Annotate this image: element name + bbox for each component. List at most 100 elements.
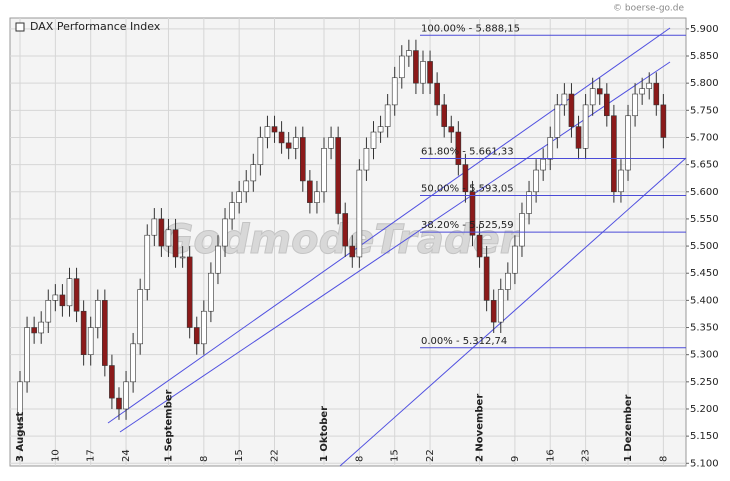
candle-body: [434, 82, 440, 106]
y-tick-label: 5.500: [690, 241, 719, 252]
candle-body: [632, 93, 638, 117]
candle-body: [250, 164, 257, 182]
y-tick-label: 5.850: [690, 51, 719, 62]
x-tick-label: 2 November: [475, 394, 486, 462]
candle-body: [476, 234, 483, 258]
candle-body: [314, 191, 320, 203]
candle-body: [229, 202, 235, 220]
candle-body: [568, 93, 575, 127]
x-tick-label: 9: [510, 456, 521, 462]
candle-body: [179, 256, 186, 259]
candle-body: [144, 234, 151, 290]
fib-label: 100.00% - 5.888,15: [421, 23, 520, 34]
candle-body: [66, 278, 73, 307]
x-tick-label: 17: [86, 449, 97, 462]
trend-line: [107, 27, 671, 424]
candle-body: [611, 115, 617, 193]
candle-body: [73, 278, 80, 312]
candle-body: [363, 148, 370, 171]
y-tick-label: 5.600: [690, 187, 719, 198]
candle-body: [505, 272, 511, 290]
candle-body: [462, 164, 469, 193]
candle-body: [264, 126, 271, 138]
candle-body: [299, 137, 306, 182]
candle-body: [116, 397, 122, 410]
candle-body: [582, 104, 589, 149]
y-tick-label: 5.150: [690, 431, 719, 442]
legend-box: [15, 22, 25, 32]
candle-body: [413, 50, 419, 84]
y-tick-label: 5.350: [690, 323, 719, 334]
candle-body: [398, 55, 405, 79]
candle-body: [497, 289, 504, 323]
y-tick-label: 5.700: [690, 132, 719, 143]
candle-body: [561, 93, 568, 106]
candle-body: [165, 229, 172, 247]
candle-body: [321, 148, 327, 193]
candle-body: [38, 321, 45, 334]
candle-body: [102, 300, 108, 366]
candle-body: [271, 126, 278, 133]
candle-body: [589, 88, 596, 106]
candle-body: [547, 137, 554, 160]
candle-body: [441, 104, 448, 127]
fib-label: 50.00% - 5.593,05: [421, 184, 514, 195]
candle-body: [639, 88, 645, 95]
candle-body: [109, 365, 115, 399]
candle-body: [130, 343, 136, 383]
y-tick-label: 5.400: [690, 295, 719, 306]
candle-body: [59, 294, 66, 307]
candle-body: [201, 310, 207, 345]
x-tick-label: 8: [199, 456, 210, 462]
candle-body: [158, 218, 165, 247]
candle-body: [377, 126, 384, 133]
fib-label: 0.00% - 5.312,74: [421, 336, 507, 347]
candle-body: [483, 256, 490, 301]
y-tick-label: 5.300: [690, 350, 719, 361]
candle-body: [285, 142, 292, 149]
candle-body: [208, 272, 214, 312]
candle-body: [469, 191, 476, 236]
candle-body: [292, 137, 299, 149]
candle-body: [519, 213, 525, 247]
y-tick-label: 5.100: [690, 458, 719, 469]
x-tick-label: 1 September: [163, 389, 174, 462]
candle-body: [215, 245, 221, 274]
candle-body: [391, 77, 398, 106]
x-tick-label: 24: [121, 449, 132, 462]
candle-body: [31, 327, 37, 334]
x-tick-label: 15: [234, 449, 245, 462]
candle-body: [604, 93, 610, 117]
x-tick-label: 16: [545, 449, 556, 462]
x-tick-label: 1 Oktober: [319, 406, 330, 462]
candle-body: [490, 300, 497, 323]
y-tick-label: 5.800: [690, 78, 719, 89]
candle-body: [653, 82, 660, 106]
candle-body: [186, 256, 193, 328]
x-tick-label: 10: [50, 449, 61, 462]
candle-body: [123, 381, 129, 410]
candle-body: [554, 104, 561, 138]
candle-body: [349, 245, 356, 258]
candle-body: [335, 137, 341, 214]
candle-body: [533, 169, 539, 193]
candle-body: [646, 82, 653, 89]
candle-body: [526, 191, 532, 214]
candles: [17, 39, 667, 431]
candle-body: [455, 131, 462, 165]
y-tick-label: 5.550: [690, 214, 719, 225]
trend-line: [339, 157, 687, 467]
candle-body: [80, 310, 87, 355]
x-tick-label: 22: [270, 449, 281, 462]
candle-body: [420, 61, 426, 84]
x-tick-label: 3 August: [15, 411, 26, 462]
candle-body: [137, 289, 143, 345]
chart-title: DAX Performance Index: [30, 20, 161, 33]
candle-body: [278, 131, 285, 144]
candle-body: [172, 229, 179, 258]
candle-body: [87, 327, 94, 355]
x-tick-label: 1 Dezember: [623, 395, 634, 462]
y-tick-label: 5.750: [690, 105, 719, 116]
candle-body: [342, 213, 349, 247]
